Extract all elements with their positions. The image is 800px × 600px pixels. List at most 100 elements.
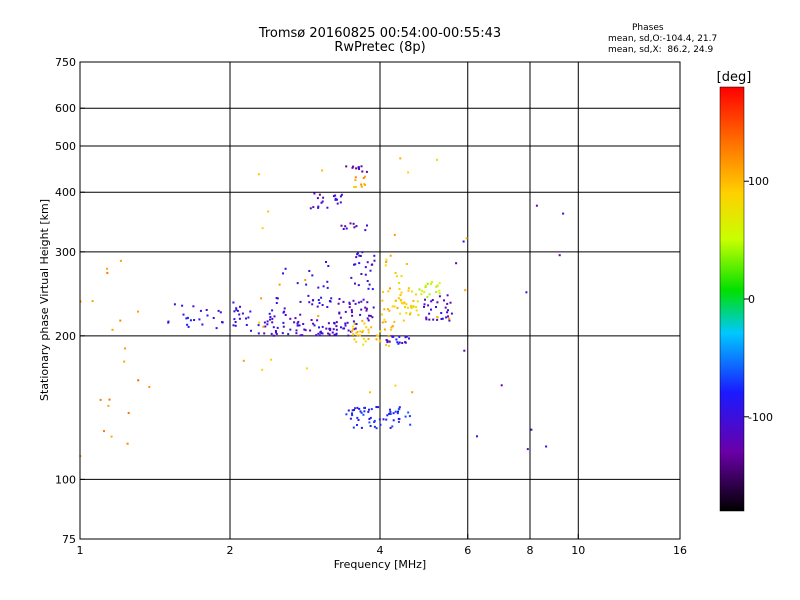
data-point (450, 312, 453, 315)
data-point (404, 306, 406, 309)
data-point (369, 314, 372, 317)
data-point (387, 290, 390, 293)
y-tick-label: 400 (55, 186, 76, 199)
data-point (199, 309, 202, 312)
data-point (418, 288, 421, 291)
data-point (444, 306, 447, 309)
data-point (264, 325, 267, 328)
data-point (317, 332, 320, 335)
data-point (328, 327, 331, 330)
data-point (383, 318, 386, 321)
data-point (409, 311, 412, 314)
data-point (295, 332, 298, 335)
data-point (354, 282, 356, 285)
data-point (357, 419, 360, 421)
data-point (393, 233, 396, 236)
data-point (431, 299, 434, 301)
data-point (562, 212, 565, 215)
data-point (375, 427, 378, 430)
data-point (327, 322, 330, 325)
data-point (364, 273, 367, 276)
data-point (298, 324, 301, 327)
data-point (354, 176, 357, 179)
data-point (316, 197, 319, 200)
data-point (358, 254, 361, 257)
data-point (423, 291, 426, 294)
data-point (260, 297, 263, 300)
data-point (446, 294, 449, 297)
data-point (311, 303, 314, 306)
data-point (360, 165, 363, 168)
data-point (367, 338, 370, 340)
data-point (373, 254, 376, 257)
data-point (345, 413, 348, 416)
data-point (393, 305, 396, 308)
data-point (404, 341, 407, 344)
data-point (392, 335, 395, 338)
data-point (368, 418, 371, 420)
data-point (309, 207, 312, 210)
data-point (402, 302, 405, 305)
data-point (535, 204, 538, 207)
data-point (389, 413, 392, 415)
data-point (312, 322, 315, 325)
data-point (367, 319, 370, 322)
data-point (185, 317, 188, 320)
data-point (266, 323, 269, 326)
x-tick-label: 8 (527, 544, 534, 557)
data-point (327, 265, 330, 267)
data-point (261, 368, 264, 371)
data-point (275, 331, 277, 334)
data-point (389, 410, 392, 413)
data-point (401, 342, 404, 344)
data-point (397, 297, 400, 300)
data-point (282, 325, 285, 328)
data-point (435, 306, 437, 308)
data-point (361, 251, 364, 254)
data-point (275, 297, 278, 299)
data-point (396, 341, 399, 344)
data-point (357, 284, 360, 287)
data-point (408, 415, 411, 418)
data-point (327, 332, 330, 335)
data-point (335, 321, 338, 324)
data-point (396, 412, 399, 415)
data-point (371, 288, 374, 291)
plot-grid (80, 62, 680, 539)
data-point (313, 192, 316, 195)
data-point (295, 329, 298, 332)
data-point (364, 175, 366, 178)
data-point (378, 339, 381, 342)
x-tick-label: 1 (77, 544, 84, 557)
data-point (111, 328, 114, 331)
data-point (318, 326, 320, 329)
data-point (431, 281, 434, 284)
data-point (308, 301, 311, 304)
data-point (317, 286, 320, 289)
data-point (296, 322, 299, 325)
data-point (269, 318, 271, 321)
data-point (299, 300, 302, 303)
data-point (287, 333, 290, 336)
y-tick-label: 75 (62, 533, 76, 546)
data-point (338, 298, 341, 300)
data-point (319, 331, 322, 334)
data-point (330, 297, 333, 300)
data-point (186, 323, 189, 326)
data-point (389, 408, 391, 411)
data-point (326, 280, 329, 283)
data-point (436, 316, 439, 319)
data-point (348, 301, 351, 304)
data-point (391, 425, 394, 428)
data-point (353, 226, 356, 229)
data-point (411, 290, 413, 293)
data-point (316, 319, 319, 322)
data-point (362, 298, 365, 301)
chart-title: Tromsø 20160825 00:54:00-00:55:43 (258, 26, 502, 41)
data-point (411, 391, 414, 394)
data-point (353, 409, 355, 411)
data-point (274, 330, 277, 332)
data-point (449, 301, 452, 304)
data-point (351, 325, 354, 328)
data-point (262, 325, 265, 328)
